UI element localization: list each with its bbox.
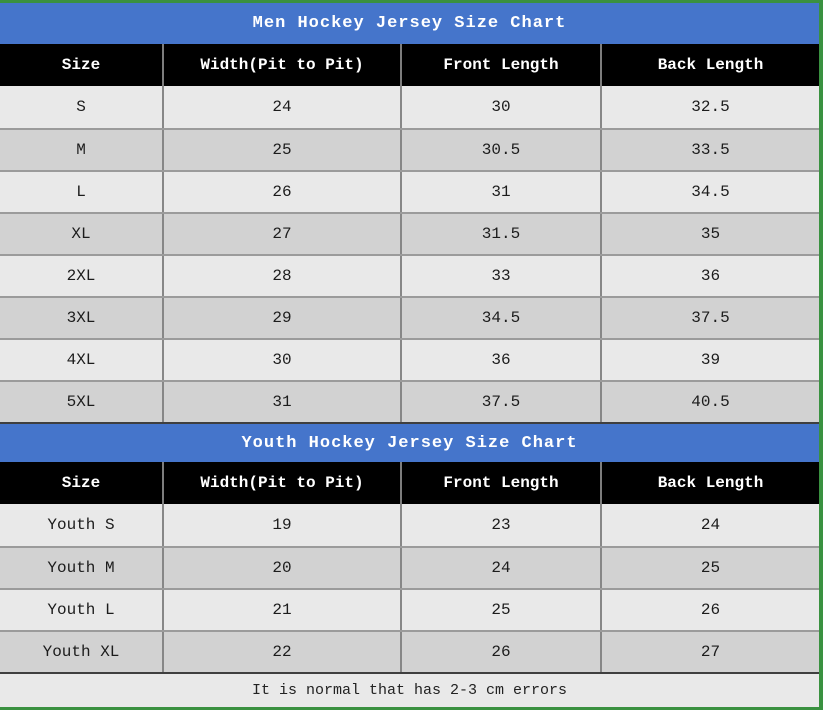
measurement-cell: 34.5: [600, 172, 819, 212]
measurement-cell: 36: [600, 256, 819, 296]
size-cell: Youth XL: [42, 643, 120, 661]
youth-header-back-length: Back Length: [600, 462, 819, 504]
table-row: 5XL 31 37.5 40.5: [0, 380, 819, 422]
youth-table-title: Youth Hockey Jersey Size Chart: [0, 422, 819, 462]
measurement-cell: 24: [400, 548, 600, 588]
measurement-cell: 37.5: [600, 298, 819, 338]
youth-header-front-length: Front Length: [400, 462, 600, 504]
measurement-cell: 33: [400, 256, 600, 296]
measurement-cell: 30: [162, 340, 400, 380]
men-table-title: Men Hockey Jersey Size Chart: [0, 3, 819, 44]
measurement-cell: 21: [162, 590, 400, 630]
measurement-cell: 29: [162, 298, 400, 338]
size-cell: XL: [71, 225, 91, 243]
measurement-cell: 26: [162, 172, 400, 212]
size-cell: Youth S: [47, 516, 115, 534]
measurement-cell: 25: [400, 590, 600, 630]
tolerance-note-text: It is normal that has 2-3 cm errors: [251, 682, 568, 699]
measurement-cell: 30: [400, 86, 600, 128]
measurement-cell: 27: [600, 632, 819, 672]
measurement-cell: 26: [600, 590, 819, 630]
measurement-cell: 36: [400, 340, 600, 380]
youth-header-width: Width(Pit to Pit): [162, 462, 400, 504]
size-cell: 3XL: [66, 309, 96, 327]
table-row: Youth S 19 23 24: [0, 504, 819, 546]
table-row: M 25 30.5 33.5: [0, 128, 819, 170]
size-cell: Youth L: [47, 601, 115, 619]
measurement-cell: 39: [600, 340, 819, 380]
youth-table-header-row: Size Width(Pit to Pit) Front Length Back…: [0, 462, 819, 504]
measurement-cell: 35: [600, 214, 819, 254]
men-table-title-text: Men Hockey Jersey Size Chart: [252, 14, 567, 33]
measurement-cell: 31.5: [400, 214, 600, 254]
measurement-cell: 22: [162, 632, 400, 672]
measurement-cell: 24: [600, 504, 819, 546]
measurement-cell: 27: [162, 214, 400, 254]
measurement-cell: 37.5: [400, 382, 600, 422]
table-row: Youth M 20 24 25: [0, 546, 819, 588]
youth-table-title-text: Youth Hockey Jersey Size Chart: [241, 433, 578, 453]
table-row: XL 27 31.5 35: [0, 212, 819, 254]
measurement-cell: 25: [600, 548, 819, 588]
tolerance-note: It is normal that has 2-3 cm errors: [0, 672, 819, 707]
size-cell: 5XL: [66, 393, 96, 411]
measurement-cell: 26: [400, 632, 600, 672]
table-row: L 26 31 34.5: [0, 170, 819, 212]
men-header-size: Size: [61, 56, 101, 74]
measurement-cell: 40.5: [600, 382, 819, 422]
size-cell: 4XL: [66, 351, 96, 369]
men-header-front-length: Front Length: [400, 44, 600, 86]
size-cell: Youth M: [47, 559, 115, 577]
measurement-cell: 28: [162, 256, 400, 296]
men-header-back-length: Back Length: [600, 44, 819, 86]
measurement-cell: 33.5: [600, 130, 819, 170]
size-cell: 2XL: [66, 267, 96, 285]
table-row: 2XL 28 33 36: [0, 254, 819, 296]
size-cell: L: [76, 183, 86, 201]
men-table-body: S 24 30 32.5 M 25 30.5 33.5 L 26 31 34.5 XL 27 31.5 35 2…: [0, 86, 819, 422]
table-row: 3XL 29 34.5 37.5: [0, 296, 819, 338]
men-header-width: Width(Pit to Pit): [162, 44, 400, 86]
measurement-cell: 25: [162, 130, 400, 170]
table-row: Youth L 21 25 26: [0, 588, 819, 630]
youth-table-body: Youth S 19 23 24 Youth M 20 24 25 Youth L 21 25 26 Y…: [0, 504, 819, 672]
measurement-cell: 31: [162, 382, 400, 422]
table-row: S 24 30 32.5: [0, 86, 819, 128]
size-cell: S: [76, 98, 86, 116]
table-row: Youth XL 22 26 27: [0, 630, 819, 672]
measurement-cell: 20: [162, 548, 400, 588]
bottom-green-border: [0, 707, 819, 710]
men-table-header-row: Size Width(Pit to Pit) Front Length Back…: [0, 44, 819, 86]
measurement-cell: 19: [162, 504, 400, 546]
measurement-cell: 30.5: [400, 130, 600, 170]
measurement-cell: 23: [400, 504, 600, 546]
measurement-cell: 31: [400, 172, 600, 212]
measurement-cell: 32.5: [600, 86, 819, 128]
table-row: 4XL 30 36 39: [0, 338, 819, 380]
measurement-cell: 24: [162, 86, 400, 128]
size-cell: M: [76, 141, 86, 159]
youth-header-size: Size: [61, 474, 101, 492]
measurement-cell: 34.5: [400, 298, 600, 338]
